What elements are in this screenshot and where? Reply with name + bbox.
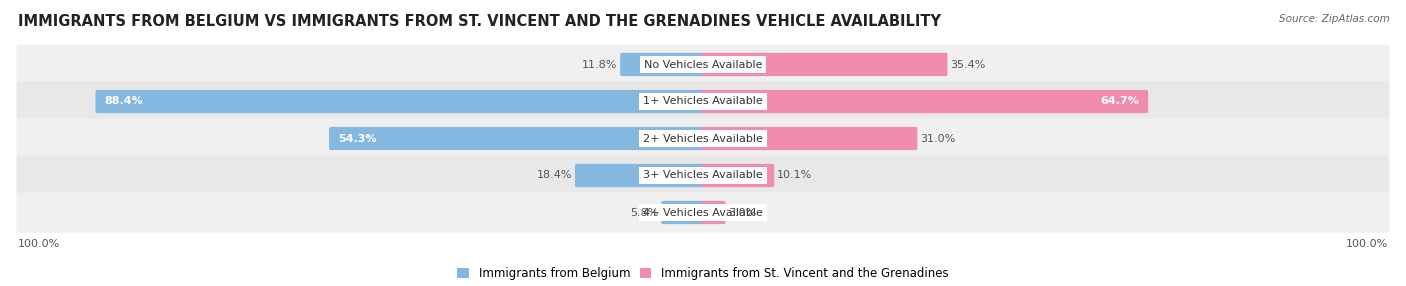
Text: 100.0%: 100.0% [18,239,60,249]
FancyBboxPatch shape [661,201,704,224]
Text: 5.8%: 5.8% [630,208,658,217]
FancyBboxPatch shape [17,192,1389,233]
Text: 54.3%: 54.3% [337,134,377,144]
FancyBboxPatch shape [17,156,1389,196]
Text: Source: ZipAtlas.com: Source: ZipAtlas.com [1279,14,1391,24]
Text: 18.4%: 18.4% [537,170,572,180]
Text: 100.0%: 100.0% [1346,239,1388,249]
FancyBboxPatch shape [17,45,1389,84]
Text: 1+ Vehicles Available: 1+ Vehicles Available [643,96,763,106]
Text: 2+ Vehicles Available: 2+ Vehicles Available [643,134,763,144]
Text: 3+ Vehicles Available: 3+ Vehicles Available [643,170,763,180]
FancyBboxPatch shape [702,201,725,224]
Text: 10.1%: 10.1% [778,170,813,180]
Text: 35.4%: 35.4% [950,59,986,69]
FancyBboxPatch shape [17,118,1389,158]
Text: 64.7%: 64.7% [1101,96,1139,106]
Text: 4+ Vehicles Available: 4+ Vehicles Available [643,208,763,217]
FancyBboxPatch shape [702,53,948,76]
Text: 11.8%: 11.8% [582,59,617,69]
Text: 88.4%: 88.4% [104,96,143,106]
FancyBboxPatch shape [702,164,775,187]
Legend: Immigrants from Belgium, Immigrants from St. Vincent and the Grenadines: Immigrants from Belgium, Immigrants from… [457,267,949,280]
Text: No Vehicles Available: No Vehicles Available [644,59,762,69]
FancyBboxPatch shape [575,164,704,187]
FancyBboxPatch shape [702,127,917,150]
FancyBboxPatch shape [96,90,704,113]
Text: 3.0%: 3.0% [728,208,756,217]
FancyBboxPatch shape [620,53,704,76]
FancyBboxPatch shape [329,127,704,150]
FancyBboxPatch shape [702,90,1149,113]
Text: 31.0%: 31.0% [921,134,956,144]
Text: IMMIGRANTS FROM BELGIUM VS IMMIGRANTS FROM ST. VINCENT AND THE GRENADINES VEHICL: IMMIGRANTS FROM BELGIUM VS IMMIGRANTS FR… [18,14,941,29]
FancyBboxPatch shape [17,82,1389,122]
